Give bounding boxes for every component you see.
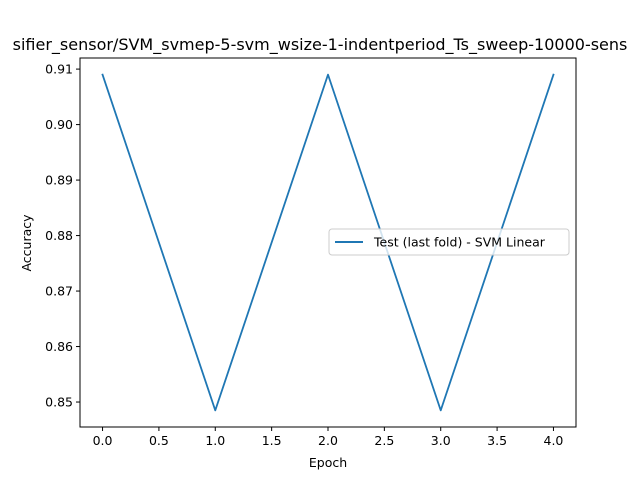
chart-title: sifier_sensor/SVM_svmep-5-svm_wsize-1-in… (13, 35, 628, 55)
x-tick-label: 1.5 (262, 433, 282, 448)
series-line-0 (101, 73, 555, 412)
y-tick-label: 0.90 (45, 117, 73, 132)
legend: Test (last fold) - SVM Linear (328, 228, 570, 256)
y-axis-ticks: 0.85 0.86 0.87 0.88 0.89 0.90 0.91 (45, 62, 80, 410)
x-tick-label: 3.0 (431, 433, 451, 448)
y-axis-label: Accuracy (19, 214, 34, 272)
y-tick-label: 0.86 (45, 339, 73, 354)
y-tick-label: 0.87 (45, 284, 73, 299)
x-axis-label: Epoch (309, 455, 347, 470)
x-axis-ticks: 0.0 0.5 1.0 1.5 2.0 2.5 3.0 3.5 4.0 (93, 427, 564, 448)
x-tick-label: 4.0 (544, 433, 564, 448)
legend-label-series-0: Test (last fold) - SVM Linear (373, 235, 546, 250)
x-tick-label: 2.0 (318, 433, 338, 448)
y-tick-label: 0.89 (45, 173, 73, 188)
x-tick-label: 3.5 (487, 433, 507, 448)
y-tick-label: 0.88 (45, 228, 73, 243)
y-tick-label: 0.85 (45, 395, 73, 410)
x-tick-label: 1.0 (205, 433, 225, 448)
series-layer (101, 73, 555, 412)
legend-box (328, 228, 570, 256)
y-tick-label: 0.91 (45, 62, 73, 77)
x-tick-label: 2.5 (374, 433, 394, 448)
x-tick-label: 0.0 (93, 433, 113, 448)
x-tick-label: 0.5 (149, 433, 169, 448)
